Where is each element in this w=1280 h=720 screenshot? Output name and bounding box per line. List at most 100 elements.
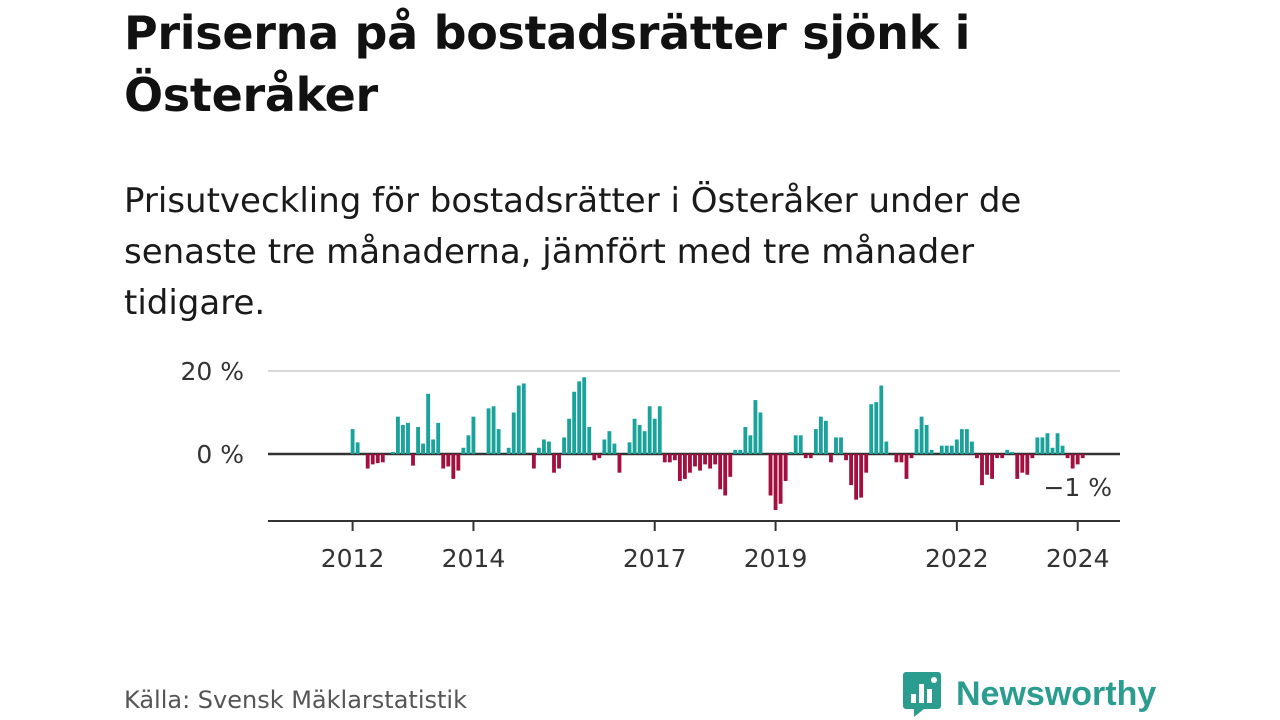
bar (395, 416, 400, 454)
bar (723, 454, 728, 496)
x-tick-label: 2022 (925, 544, 989, 573)
bar (758, 412, 763, 454)
bar (713, 454, 718, 465)
bar (632, 418, 637, 454)
bar (466, 435, 471, 454)
bar (426, 393, 431, 454)
bar (1035, 437, 1040, 454)
bar (451, 454, 456, 479)
bar (1065, 454, 1070, 459)
bar (879, 385, 884, 454)
source-note: Källa: Svensk Mäklarstatistik (124, 686, 467, 714)
bar (904, 454, 909, 479)
bar (456, 454, 461, 471)
y-gridlines (268, 370, 1120, 456)
bar (547, 441, 551, 454)
bar (1020, 454, 1025, 473)
bar (768, 454, 773, 496)
bar (602, 439, 607, 454)
bar (899, 454, 904, 463)
bar (869, 404, 874, 454)
bar (995, 454, 1000, 459)
bar (436, 422, 441, 454)
bar (486, 408, 491, 454)
bar (783, 454, 788, 481)
bar (949, 445, 954, 454)
bar (1060, 445, 1065, 454)
bar (567, 418, 572, 454)
bar (1075, 454, 1080, 465)
bar (557, 454, 561, 469)
bar (728, 454, 733, 477)
bar (627, 442, 632, 454)
bar (496, 429, 501, 454)
bar-series (350, 377, 1085, 511)
bar (597, 454, 602, 459)
bar (1010, 451, 1015, 454)
bar (944, 445, 949, 454)
bar (939, 445, 944, 454)
bar (375, 454, 380, 464)
bar (637, 424, 642, 454)
bar (552, 454, 556, 473)
bar (924, 424, 929, 454)
bar (577, 381, 582, 454)
bar (839, 437, 843, 454)
bar (446, 454, 451, 467)
bar (657, 406, 662, 454)
bar (1070, 454, 1075, 469)
bar (909, 454, 914, 459)
bar (431, 439, 436, 454)
bar (592, 454, 597, 461)
bar (411, 454, 415, 466)
bar (380, 454, 385, 463)
bar (647, 406, 652, 454)
x-tick-label: 2017 (623, 544, 687, 573)
bar (350, 429, 355, 454)
bar (698, 454, 702, 471)
bar (441, 454, 446, 469)
bar (849, 454, 854, 486)
bar (778, 454, 783, 504)
y-tick-label: 20 % (180, 357, 244, 386)
bar (703, 454, 707, 465)
last-value-label: −1 % (1043, 473, 1112, 502)
bar (652, 418, 657, 454)
bar (753, 400, 758, 454)
bar (531, 454, 536, 469)
bar (642, 431, 647, 454)
bar (854, 454, 859, 500)
y-tick-label: 0 % (196, 440, 244, 469)
bar (461, 447, 466, 454)
bar (471, 416, 476, 454)
bar (884, 441, 889, 454)
bar (355, 442, 360, 454)
bar (954, 439, 959, 454)
bar (1000, 454, 1005, 459)
bar (894, 454, 899, 463)
bar (516, 385, 521, 454)
bar (964, 429, 969, 454)
bar (1055, 433, 1060, 454)
bar (572, 391, 577, 454)
bar (748, 435, 753, 454)
bar (390, 451, 395, 454)
bar (788, 451, 793, 454)
bar (874, 402, 879, 454)
bar-chart: 20 % 0 % 2012 2014 2017 2019 2022 2024 −1 % (180, 357, 1120, 573)
bar (667, 454, 672, 463)
bar (798, 435, 803, 454)
bar (662, 454, 667, 463)
tick-labels: 20 % 0 % 2012 2014 2017 2019 2022 2024 −1 % (180, 357, 1112, 573)
bar (406, 422, 410, 454)
bar (562, 437, 566, 454)
bar (773, 454, 778, 511)
bar (743, 427, 748, 454)
bar (844, 454, 848, 461)
bar (421, 443, 426, 454)
bar (511, 412, 516, 454)
bar (677, 454, 682, 481)
bar (612, 443, 617, 454)
bar (808, 454, 813, 459)
bar (416, 427, 420, 454)
